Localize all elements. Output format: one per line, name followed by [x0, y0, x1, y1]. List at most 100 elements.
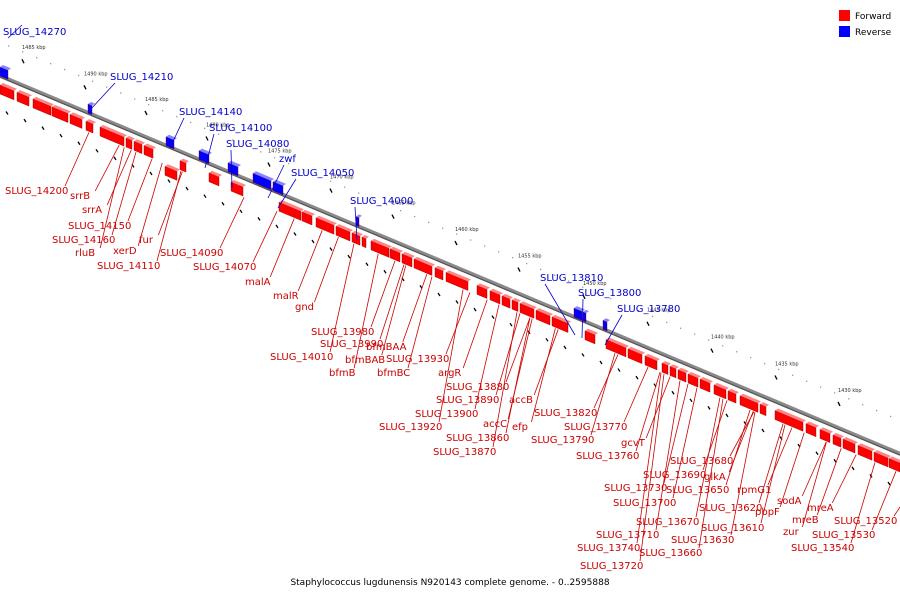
ruler-dot	[428, 221, 430, 224]
forward-gene-box	[230, 181, 244, 197]
kbp-tick-label: 1490 kbp	[84, 71, 108, 77]
ruler-dot	[358, 192, 360, 194]
forward-gene-box	[85, 120, 94, 134]
forward-leader-line	[760, 424, 786, 524]
reverse-gene-box-top	[253, 171, 274, 181]
forward-leader-line	[219, 197, 245, 249]
kbp-tick-label: 1460 kbp	[455, 227, 479, 233]
forward-leader-line	[758, 423, 784, 504]
gene-label-slug-13730: SLUG_13730	[604, 483, 667, 494]
reverse-gene-box-top	[574, 306, 585, 312]
feature-tick	[239, 209, 243, 214]
ruler-dot	[750, 357, 752, 359]
forward-leader-line	[379, 264, 405, 340]
forward-leader-line	[407, 276, 433, 369]
legend-reverse-label: Reverse	[855, 28, 892, 38]
gene-label-slug-13870: SLUG_13870	[433, 447, 496, 458]
gene-label-slug-14000: SLUG_14000	[350, 196, 413, 207]
forward-leader-line	[893, 506, 900, 517]
forward-leader-line	[801, 441, 827, 497]
gene-label-slug-13920: SLUG_13920	[379, 422, 442, 433]
feature-tick	[563, 345, 567, 350]
forward-leader-line	[445, 292, 471, 355]
ruler-dot	[400, 210, 402, 212]
ruler-dot	[694, 333, 696, 335]
forward-gene-box-top	[17, 90, 32, 98]
forward-gene-box-top	[874, 450, 891, 458]
ruler-dot	[344, 186, 346, 188]
ruler-dot	[386, 204, 388, 206]
feature-tick	[5, 111, 9, 115]
forward-gene-box	[361, 236, 367, 249]
gene-label-slug-14270: SLUG_14270	[3, 27, 66, 38]
forward-gene-box-top	[502, 293, 513, 300]
forward-gene-box-top	[645, 353, 660, 361]
forward-leader-line	[127, 158, 153, 222]
forward-gene-box	[413, 258, 433, 276]
gene-label-rlub: rluB	[75, 248, 95, 259]
gene-label-gnd: gnd	[295, 302, 314, 313]
ruler-dot	[218, 133, 220, 135]
forward-gene-box-top	[700, 377, 713, 384]
feature-tick	[203, 194, 207, 199]
ruler-dot	[330, 180, 332, 182]
kbp-tick	[391, 214, 395, 219]
forward-gene-box-top	[316, 215, 337, 226]
forward-gene-box	[535, 309, 551, 326]
forward-gene-box-top	[628, 346, 645, 355]
forward-gene-box-top	[33, 96, 54, 107]
kbp-tick	[205, 136, 209, 141]
gene-label-slug-13720: SLUG_13720	[580, 561, 643, 572]
forward-gene-box-top	[180, 158, 189, 164]
ruler-dot	[890, 415, 892, 418]
ruler-dot	[274, 157, 276, 159]
feature-tick	[41, 126, 45, 131]
forward-gene-box	[164, 165, 178, 181]
kbp-tick-label: 1465 kbp	[392, 201, 416, 207]
gene-label-slug-13890: SLUG_13890	[436, 395, 499, 406]
forward-leader-line	[297, 230, 323, 292]
forward-leader-line	[353, 253, 379, 369]
gene-label-fur: fur	[139, 235, 154, 246]
ruler-dot	[92, 80, 94, 82]
ruler-dot	[862, 404, 864, 406]
ruler-dot	[106, 86, 108, 88]
feature-tick	[23, 118, 27, 123]
forward-gene-box-top	[585, 328, 598, 335]
ruler-dot	[820, 386, 822, 388]
ruler-dot	[834, 392, 836, 394]
ruler-dot	[568, 280, 570, 282]
forward-gene-box-top	[490, 288, 503, 295]
forward-leader-line	[462, 299, 488, 369]
forward-leader-line	[137, 163, 163, 247]
forward-gene-box	[133, 140, 143, 154]
forward-gene-box-top	[820, 427, 833, 434]
gene-label-efp: efp	[512, 422, 528, 433]
forward-gene-box-top	[889, 456, 900, 463]
kbp-tick-label: 1485 kbp	[145, 97, 169, 103]
ruler-dot	[708, 339, 710, 341]
forward-gene-box-top	[688, 371, 701, 379]
reverse-gene-box	[87, 103, 93, 115]
forward-gene-box	[208, 172, 220, 187]
forward-leader-line	[635, 372, 661, 452]
kbp-tick-label: 1450 kbp	[583, 281, 607, 287]
forward-leader-line	[505, 317, 531, 383]
reverse-leader-line	[544, 283, 576, 336]
gene-label-slug-13790: SLUG_13790	[531, 435, 594, 446]
forward-gene-box-top	[126, 135, 135, 141]
reverse-leader-line	[604, 314, 623, 346]
feature-tick	[617, 368, 621, 372]
gene-label-zwf: zwf	[279, 154, 296, 165]
gene-label-slug-13980: SLUG_13980	[311, 327, 374, 338]
forward-leader-line	[636, 372, 662, 544]
forward-gene-box	[519, 303, 535, 319]
legend-forward-label: Forward	[855, 12, 891, 22]
feature-tick	[113, 156, 117, 161]
gene-label-slug-13930: SLUG_13930	[386, 354, 449, 365]
ruler-dot	[848, 398, 850, 400]
forward-leader-line	[381, 265, 407, 356]
ruler-dot	[22, 51, 24, 53]
kbp-tick	[774, 375, 778, 380]
